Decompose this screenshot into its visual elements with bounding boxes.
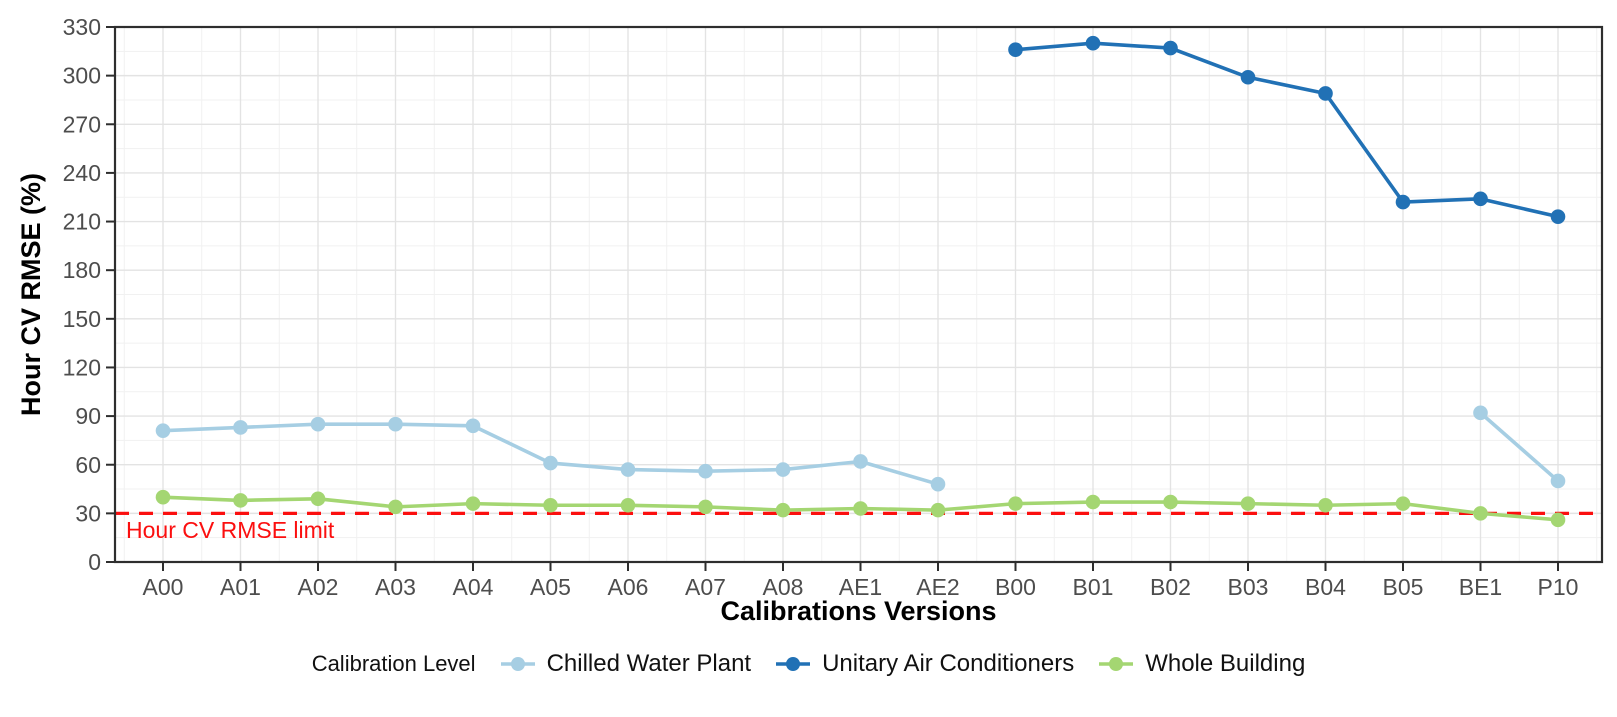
data-point-chilled-water-plant xyxy=(388,416,403,432)
data-point-whole-building xyxy=(775,502,791,518)
x-tick-label: A08 xyxy=(763,574,804,600)
data-point-chilled-water-plant xyxy=(543,455,558,471)
legend-key-line-dot-icon xyxy=(1099,657,1134,671)
y-tick-label: 120 xyxy=(63,355,101,381)
y-tick-label: 270 xyxy=(63,111,101,137)
y-tick-label: 330 xyxy=(63,14,101,40)
legend-label: Whole Building xyxy=(1145,650,1306,677)
limit-line-label: Hour CV RMSE limit xyxy=(126,517,335,543)
data-point-unitary-air-conditioners xyxy=(1085,35,1101,51)
series-line-unitary-air-conditioners xyxy=(1015,41,1559,219)
data-point-chilled-water-plant xyxy=(620,462,636,477)
data-point-whole-building xyxy=(465,496,481,511)
y-tick-label: 90 xyxy=(75,403,101,429)
data-point-whole-building xyxy=(543,497,558,513)
data-point-whole-building xyxy=(233,493,248,508)
y-tick-label: 150 xyxy=(63,306,101,332)
x-tick-label: A07 xyxy=(685,574,726,600)
data-point-whole-building xyxy=(1318,497,1333,513)
x-tick-label: P10 xyxy=(1538,574,1579,600)
y-tick-label: 210 xyxy=(63,209,101,235)
data-point-chilled-water-plant xyxy=(1550,473,1566,489)
data-point-unitary-air-conditioners xyxy=(1318,86,1333,101)
x-tick-label: B03 xyxy=(1228,574,1269,600)
data-point-unitary-air-conditioners xyxy=(1395,194,1411,210)
data-point-whole-building xyxy=(1163,494,1178,510)
data-point-chilled-water-plant xyxy=(930,476,946,492)
data-point-whole-building xyxy=(310,491,326,507)
data-point-whole-building xyxy=(620,497,636,513)
data-point-unitary-air-conditioners xyxy=(1008,42,1023,57)
panel-border xyxy=(113,25,1604,564)
data-point-whole-building xyxy=(388,499,403,515)
legend-item-whole-building: Whole Building xyxy=(1096,650,1305,678)
x-tick-label: A06 xyxy=(608,574,649,600)
data-point-chilled-water-plant xyxy=(853,454,868,469)
data-point-whole-building xyxy=(930,502,946,518)
x-tick-label: A02 xyxy=(298,574,339,600)
x-tick-label: B02 xyxy=(1150,574,1191,600)
legend-item-chilled-water-plant: Chilled Water Plant xyxy=(498,650,752,678)
data-point-whole-building xyxy=(1085,494,1101,510)
data-point-whole-building xyxy=(1550,512,1566,528)
x-tick-label: AE2 xyxy=(916,574,959,600)
data-point-whole-building xyxy=(1473,506,1488,521)
data-point-whole-building xyxy=(1008,496,1023,511)
x-tick-label: A05 xyxy=(530,574,571,600)
data-point-chilled-water-plant xyxy=(155,423,171,438)
data-point-chilled-water-plant xyxy=(1473,405,1488,421)
data-point-chilled-water-plant xyxy=(698,463,713,479)
legend-key-line-dot-icon xyxy=(776,657,811,671)
legend-item-unitary-air-conditioners: Unitary Air Conditioners xyxy=(773,650,1074,678)
data-point-whole-building xyxy=(1240,496,1256,511)
x-tick-label: B01 xyxy=(1073,574,1114,600)
series-line-chilled-water-plant xyxy=(1479,411,1560,483)
y-tick-label: 240 xyxy=(63,160,101,186)
data-point-chilled-water-plant xyxy=(233,420,248,435)
y-tick-label: 180 xyxy=(63,257,101,283)
y-tick-label: 30 xyxy=(75,500,101,526)
y-axis-title: Hour CV RMSE (%) xyxy=(15,173,46,416)
data-point-unitary-air-conditioners xyxy=(1240,69,1256,85)
y-tick-label: 0 xyxy=(88,549,101,575)
data-point-unitary-air-conditioners xyxy=(1550,209,1566,224)
legend-label: Chilled Water Plant xyxy=(546,650,752,677)
data-point-chilled-water-plant xyxy=(310,416,326,432)
legend-key-line-dot-icon xyxy=(500,657,535,671)
data-point-whole-building xyxy=(698,499,713,515)
data-point-whole-building xyxy=(155,489,171,505)
x-tick-label: BE1 xyxy=(1459,574,1502,600)
data-point-unitary-air-conditioners xyxy=(1473,191,1488,207)
x-tick-label: A03 xyxy=(375,574,416,600)
y-tick-label: 300 xyxy=(63,63,101,89)
data-point-whole-building xyxy=(853,501,868,516)
x-tick-label: A01 xyxy=(220,574,261,600)
data-point-chilled-water-plant xyxy=(465,418,481,434)
legend: Calibration Level Chilled Water Plant Un… xyxy=(0,650,1617,678)
data-point-chilled-water-plant xyxy=(775,462,791,477)
legend-label: Unitary Air Conditioners xyxy=(822,650,1075,677)
x-tick-label: A00 xyxy=(143,574,184,600)
x-tick-label: A04 xyxy=(453,574,494,600)
legend-title: Calibration Level xyxy=(311,651,476,676)
x-tick-label: AE1 xyxy=(839,574,882,600)
data-point-unitary-air-conditioners xyxy=(1163,40,1178,56)
y-axis-title-wrap: Hour CV RMSE (%) xyxy=(10,27,52,562)
x-tick-label: B00 xyxy=(995,574,1036,600)
x-tick-label: B05 xyxy=(1383,574,1424,600)
y-tick-label: 60 xyxy=(75,452,101,478)
x-tick-label: B04 xyxy=(1305,574,1346,600)
data-point-whole-building xyxy=(1395,496,1411,511)
x-axis-title: Calibrations Versions xyxy=(720,596,997,626)
